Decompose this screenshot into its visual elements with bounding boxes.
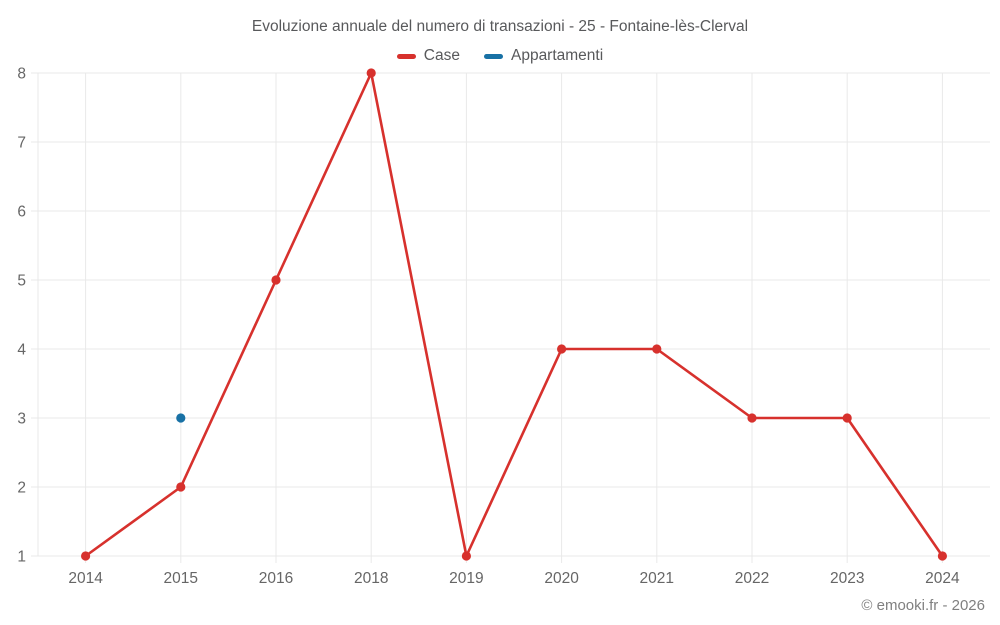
y-tick-label: 7 bbox=[17, 135, 26, 152]
y-tick-label: 3 bbox=[17, 411, 26, 428]
legend: Case Appartamenti bbox=[0, 47, 1000, 65]
y-tick-label: 1 bbox=[17, 549, 26, 566]
data-point-case[interactable] bbox=[842, 413, 852, 423]
x-tick-label: 2018 bbox=[354, 570, 388, 587]
y-tick-label: 5 bbox=[17, 273, 26, 290]
x-tick-label: 2023 bbox=[830, 570, 864, 587]
x-tick-label: 2022 bbox=[735, 570, 769, 587]
chart-title: Evoluzione annuale del numero di transaz… bbox=[251, 18, 749, 35]
data-point-case[interactable] bbox=[81, 551, 91, 561]
data-point-case[interactable] bbox=[176, 482, 186, 492]
y-tick-label: 8 bbox=[17, 66, 26, 83]
data-point-case[interactable] bbox=[557, 344, 567, 354]
x-tick-label: 2019 bbox=[449, 570, 483, 587]
y-tick-label: 2 bbox=[17, 480, 26, 497]
x-tick-label: 2014 bbox=[68, 570, 103, 587]
x-tick-label: 2021 bbox=[640, 570, 674, 587]
y-tick-label: 6 bbox=[17, 204, 26, 221]
legend-item-appartamenti[interactable]: Appartamenti bbox=[483, 47, 604, 65]
legend-item-case[interactable]: Case bbox=[396, 47, 460, 65]
legend-label: Case bbox=[423, 47, 460, 64]
data-point-case[interactable] bbox=[271, 275, 281, 285]
y-tick-label: 4 bbox=[17, 342, 26, 359]
legend-marker-icon bbox=[483, 53, 503, 59]
data-point-appartamenti[interactable] bbox=[176, 413, 186, 423]
x-tick-label: 2024 bbox=[925, 570, 960, 587]
x-tick-label: 2020 bbox=[544, 570, 579, 587]
copyright: © emooki.fr - 2026 bbox=[861, 597, 985, 614]
legend-marker-icon bbox=[396, 53, 416, 59]
series-line-case bbox=[84, 71, 944, 558]
data-point-case[interactable] bbox=[366, 68, 376, 78]
x-tick-label: 2015 bbox=[164, 570, 198, 587]
data-point-case[interactable] bbox=[747, 413, 757, 423]
data-point-case[interactable] bbox=[461, 551, 471, 561]
data-point-case[interactable] bbox=[937, 551, 948, 561]
legend-label: Appartamenti bbox=[510, 47, 604, 64]
x-tick-label: 2016 bbox=[259, 570, 293, 587]
data-point-case[interactable] bbox=[652, 344, 662, 354]
